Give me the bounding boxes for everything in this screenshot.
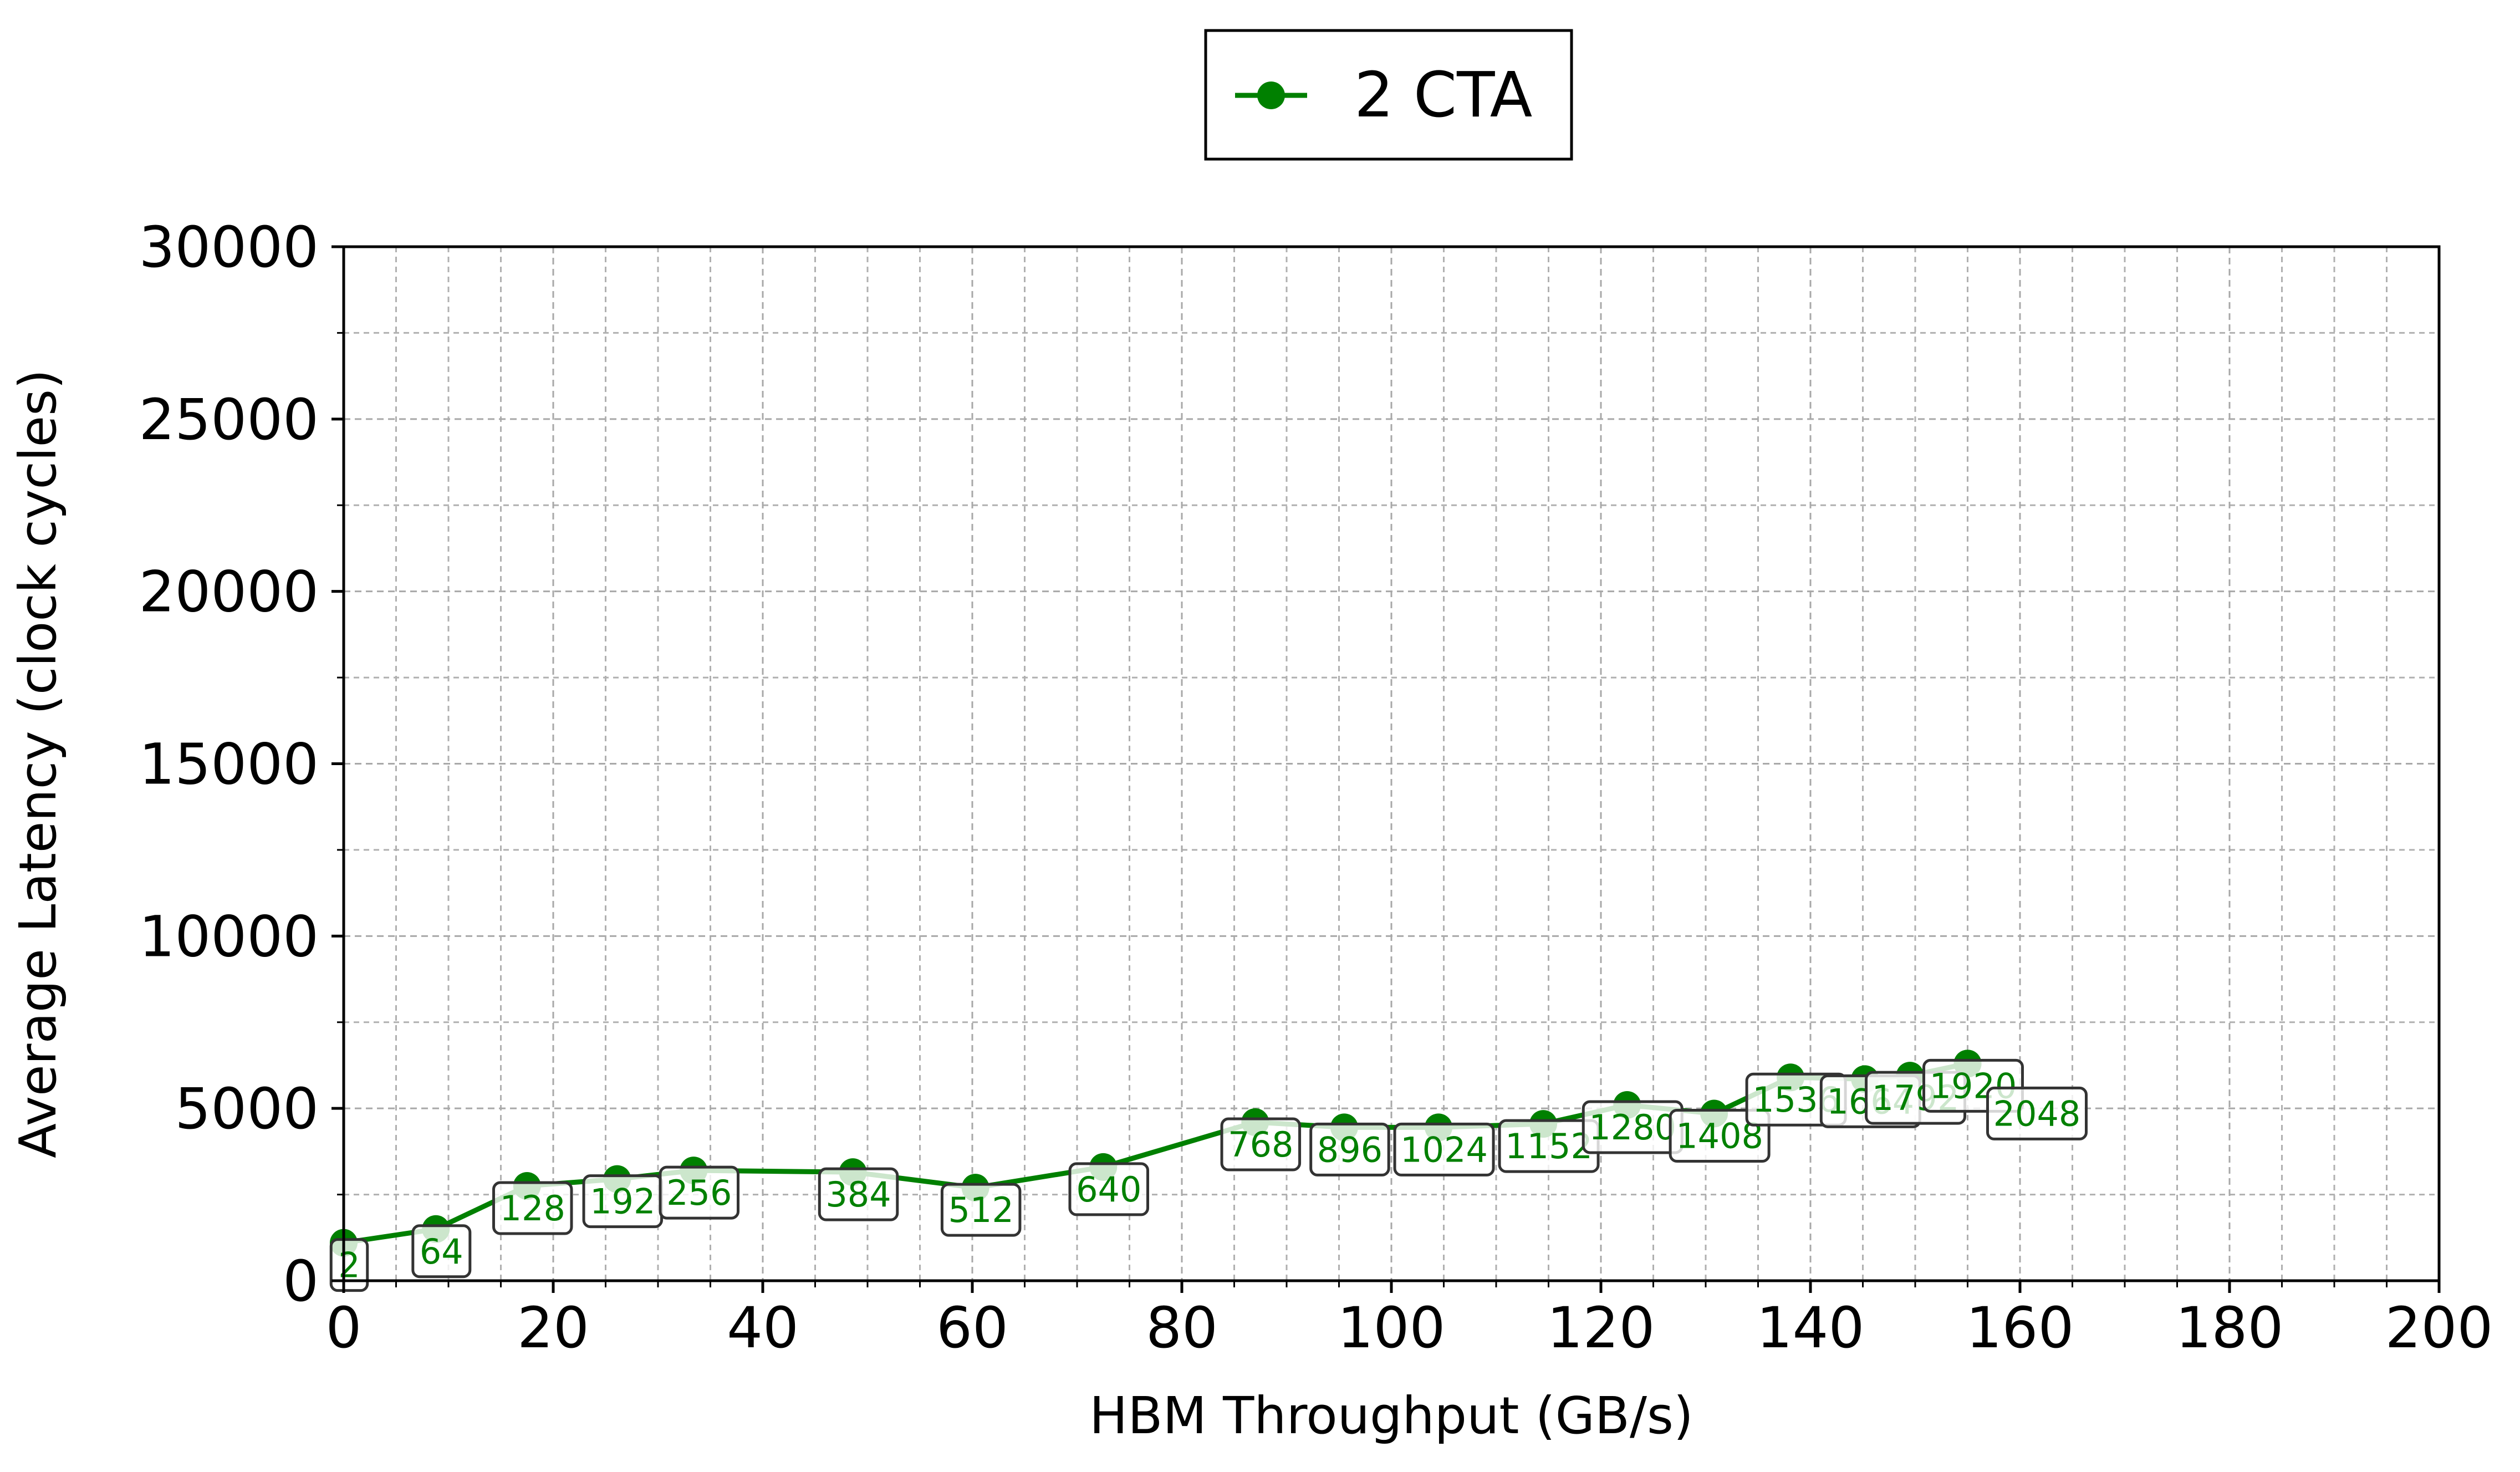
point-label-text: 640 <box>1076 1169 1141 1210</box>
y-tick-label: 5000 <box>175 1076 319 1142</box>
y-tick-label: 25000 <box>139 387 319 453</box>
x-tick-label: 120 <box>1547 1295 1655 1361</box>
x-tick-label: 200 <box>2385 1295 2493 1361</box>
axis-ticks <box>331 245 2441 1293</box>
point-label-box <box>1068 1162 1149 1216</box>
x-tick-label: 180 <box>2176 1295 2284 1361</box>
y-tick-label: 30000 <box>139 215 319 281</box>
point-label-box <box>940 1183 1022 1237</box>
y-tick-label: 20000 <box>139 559 319 625</box>
point-label-text: 896 <box>1317 1129 1383 1170</box>
point-label: 896 <box>1309 1122 1390 1176</box>
point-label-text: 1280 <box>1589 1107 1676 1148</box>
point-label-box <box>818 1167 899 1221</box>
point-label: 512 <box>940 1183 1022 1237</box>
point-label: 256 <box>659 1165 740 1220</box>
point-label-box <box>1393 1122 1495 1176</box>
point-label: 1280 <box>1582 1100 1684 1154</box>
point-label-box <box>1669 1108 1771 1163</box>
point-label-text: 256 <box>666 1173 732 1213</box>
legend-marker-swatch <box>1257 82 1285 109</box>
point-label-box <box>1309 1122 1390 1176</box>
point-label-text: 768 <box>1228 1124 1293 1165</box>
y-tick-label: 0 <box>283 1249 319 1315</box>
point-label-text: 384 <box>825 1174 891 1215</box>
point-label: 1024 <box>1393 1122 1495 1176</box>
point-label-box <box>492 1181 573 1235</box>
point-label: 768 <box>1220 1117 1302 1172</box>
x-tick-label: 0 <box>326 1295 362 1361</box>
point-label-text: 512 <box>948 1190 1013 1230</box>
point-label: 640 <box>1068 1162 1149 1216</box>
y-axis-label: Average Latency (clock cycles) <box>8 369 68 1158</box>
point-label-box <box>411 1224 472 1279</box>
x-tick-label: 80 <box>1146 1295 1218 1361</box>
x-tick-labels: 0 20 40 60 80 100 120 140 160 180 200 <box>326 1295 2493 1361</box>
x-tick-label: 160 <box>1966 1295 2074 1361</box>
point-label-text: 192 <box>590 1181 655 1222</box>
point-label: 1920 <box>1922 1058 2024 1113</box>
point-label-box <box>1986 1086 2088 1140</box>
x-axis-label: HBM Throughput (GB/s) <box>1089 1386 1693 1445</box>
point-label-box <box>659 1165 740 1220</box>
y-tick-labels: 0 5000 10000 15000 20000 25000 30000 <box>139 215 319 1315</box>
legend: 2 CTA <box>1204 29 1573 161</box>
y-tick-label: 15000 <box>139 732 319 798</box>
x-tick-label: 20 <box>517 1295 589 1361</box>
point-label-text: 1152 <box>1505 1126 1593 1167</box>
point-label-text: 2048 <box>1993 1093 2081 1134</box>
y-tick-label: 10000 <box>139 904 319 970</box>
point-label: 1152 <box>1498 1119 1600 1173</box>
x-tick-label: 40 <box>727 1295 799 1361</box>
point-label-box <box>329 1238 369 1292</box>
point-label: 128 <box>492 1181 573 1235</box>
legend-entry-2-cta: 2 CTA <box>1354 59 1532 131</box>
x-tick-label: 140 <box>1757 1295 1865 1361</box>
point-label-box <box>1220 1117 1302 1172</box>
x-tick-label: 60 <box>936 1295 1008 1361</box>
point-label: 192 <box>582 1174 664 1229</box>
point-label-text: 2 <box>338 1245 360 1286</box>
point-label-text: 1024 <box>1400 1129 1488 1170</box>
point-label: 384 <box>818 1167 899 1221</box>
point-label: 2048 <box>1986 1086 2088 1140</box>
point-label: 64 <box>411 1224 472 1279</box>
point-label-text: 128 <box>500 1188 565 1229</box>
x-tick-label: 100 <box>1338 1295 1446 1361</box>
point-label-text: 64 <box>420 1231 463 1272</box>
point-label: 2 <box>329 1238 369 1292</box>
